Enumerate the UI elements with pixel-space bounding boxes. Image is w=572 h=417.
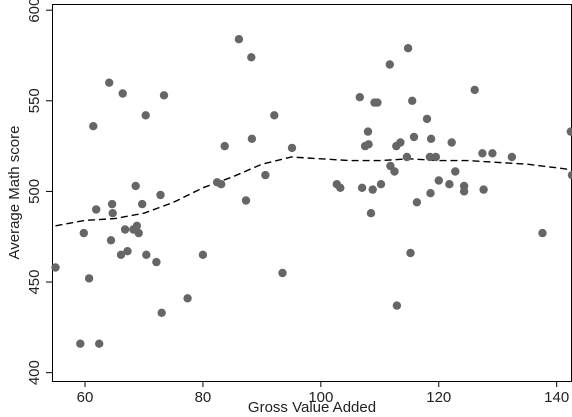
data-point-67: [431, 152, 440, 162]
data-point-65: [426, 189, 435, 198]
fit-line: [55, 156, 572, 227]
data-point-70: [447, 138, 456, 147]
data-point-22: [152, 257, 161, 267]
data-point-24: [157, 308, 166, 317]
data-point-35: [261, 170, 270, 180]
y-axis: 400 450 500 550 600: [26, 0, 52, 385]
data-point-40: [336, 183, 345, 192]
data-point-11: [116, 250, 126, 259]
data-point-17: [132, 221, 142, 230]
data-point-2: [79, 228, 89, 238]
data-point-66: [426, 134, 436, 143]
data-point-42: [357, 183, 367, 192]
scatter-points: [51, 35, 572, 348]
data-point-61: [409, 132, 419, 142]
data-point-27: [198, 250, 208, 259]
data-point-33: [247, 53, 256, 62]
data-point-58: [403, 44, 413, 53]
data-point-56: [396, 138, 405, 147]
data-point-60: [408, 96, 417, 106]
data-point-63: [422, 114, 432, 124]
data-point-5: [92, 205, 101, 214]
data-point-76: [479, 185, 488, 194]
data-point-10: [108, 209, 117, 218]
data-point-18: [134, 228, 143, 238]
data-point-51: [385, 60, 394, 69]
x-axis-title: Gross Value Added: [248, 399, 376, 416]
x-axis: 60 80 100 120 140: [77, 381, 569, 406]
data-point-25: [159, 91, 169, 100]
data-point-71: [451, 167, 460, 176]
data-point-38: [287, 143, 297, 153]
data-point-30: [220, 141, 229, 151]
data-point-74: [470, 85, 479, 95]
fit-line-group: [55, 156, 572, 227]
data-point-78: [507, 152, 517, 162]
data-point-53: [390, 167, 399, 176]
y-axis-title: Average Math score: [6, 126, 23, 260]
data-point-32: [241, 196, 251, 205]
data-point-19: [138, 199, 147, 209]
x-tick-label-0: 60: [77, 389, 94, 406]
y-tick-label-3: 550: [26, 88, 43, 113]
data-point-0: [51, 263, 60, 272]
data-point-80: [566, 127, 572, 136]
data-point-8: [106, 236, 116, 245]
data-point-4: [89, 122, 98, 131]
y-tick-label-2: 500: [26, 179, 43, 204]
data-point-1: [76, 339, 85, 348]
data-point-36: [270, 111, 279, 120]
x-tick-label-2: 100: [308, 389, 333, 406]
data-point-14: [123, 247, 132, 256]
data-point-41: [355, 93, 364, 102]
data-point-7: [105, 78, 114, 87]
data-point-3: [84, 274, 94, 283]
x-tick-label-1: 80: [195, 389, 212, 406]
x-tick-label-4: 140: [544, 389, 569, 406]
y-tick-label-1: 450: [26, 270, 43, 295]
data-point-44: [363, 127, 373, 136]
y-tick-label-4: 600: [26, 0, 43, 23]
data-point-13: [120, 225, 130, 234]
data-point-6: [95, 339, 104, 348]
x-tick-label-3: 120: [426, 389, 451, 406]
y-tick-label-0: 400: [26, 360, 43, 385]
data-point-75: [478, 149, 487, 158]
data-point-9: [107, 199, 117, 209]
data-point-12: [118, 89, 127, 98]
data-point-62: [412, 198, 422, 207]
data-point-45: [364, 140, 373, 149]
data-point-81: [567, 170, 572, 180]
data-point-47: [368, 185, 377, 194]
data-point-69: [445, 180, 454, 189]
plot-frame: [52, 4, 572, 382]
data-point-21: [142, 250, 151, 259]
data-point-57: [402, 152, 412, 162]
data-point-34: [247, 134, 257, 143]
data-point-73: [459, 181, 469, 191]
data-point-37: [278, 268, 287, 278]
data-point-26: [183, 294, 192, 303]
data-point-79: [538, 228, 547, 238]
data-point-16: [131, 181, 140, 191]
data-point-64: [425, 152, 435, 162]
data-point-29: [217, 180, 226, 189]
data-point-31: [234, 35, 244, 44]
data-point-59: [406, 248, 415, 258]
data-point-50: [376, 180, 386, 189]
data-point-77: [488, 149, 497, 158]
data-point-49: [373, 98, 382, 107]
data-point-68: [434, 176, 443, 185]
data-point-23: [156, 190, 165, 200]
data-point-55: [392, 301, 402, 310]
data-point-46: [366, 209, 376, 218]
plot-border: [52, 4, 572, 382]
data-point-20: [141, 111, 150, 120]
